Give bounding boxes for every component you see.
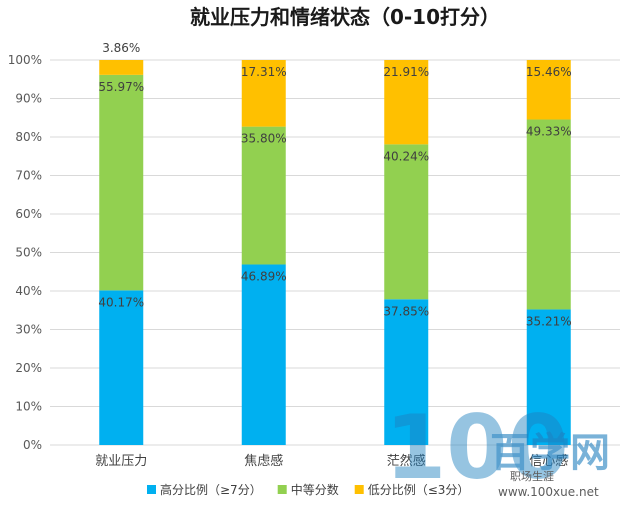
- category-label: 信心感: [529, 453, 568, 469]
- watermark-number: 100: [385, 396, 569, 499]
- watermark-logo: 100 百学网 职场生涯 www.100xue.net: [385, 396, 610, 499]
- legend-swatch: [147, 485, 156, 494]
- y-tick-label: 70%: [15, 169, 42, 183]
- data-label: 15.46%: [526, 65, 572, 79]
- bar-segment: [99, 290, 144, 445]
- data-label: 40.24%: [383, 149, 429, 163]
- y-tick-label: 90%: [15, 92, 42, 106]
- bar-segment: [241, 126, 286, 265]
- data-label: 3.86%: [102, 41, 140, 55]
- data-labels: 40.17% 55.97% 3.86% 46.89% 35.80% 17.31% 37.85…: [98, 41, 571, 328]
- bar-segment: [384, 299, 429, 445]
- data-label: 46.89%: [241, 269, 287, 283]
- data-label: 35.21%: [526, 314, 572, 328]
- y-tick-label: 30%: [15, 323, 42, 337]
- y-tick-label: 100%: [8, 53, 42, 67]
- y-tick-label: 20%: [15, 361, 42, 375]
- watermark-url: www.100xue.net: [498, 485, 599, 499]
- y-tick-label: 40%: [15, 284, 42, 298]
- legend-label: 中等分数: [291, 482, 339, 497]
- x-axis-categories: 就业压力 焦虑感 茫然感 信心感: [95, 453, 568, 469]
- data-label: 35.80%: [241, 132, 287, 146]
- data-label: 21.91%: [383, 65, 429, 79]
- data-label: 40.17%: [98, 295, 144, 309]
- data-label: 37.85%: [383, 304, 429, 318]
- category-label: 焦虑感: [244, 453, 283, 469]
- bar-segment: [526, 119, 571, 310]
- bar-segment: [526, 309, 571, 445]
- bar-segment: [526, 60, 571, 120]
- category-label: 就业压力: [95, 454, 147, 469]
- legend-swatch: [277, 485, 287, 494]
- y-tick-label: 80%: [15, 130, 42, 144]
- legend-swatch: [354, 485, 364, 494]
- y-tick-label: 50%: [15, 246, 42, 260]
- bar-segment: [99, 60, 144, 75]
- y-tick-label: 10%: [15, 400, 42, 414]
- chart-title: 就业压力和情绪状态（0-10打分）: [190, 5, 500, 29]
- bar-segment: [384, 60, 429, 145]
- data-label: 17.31%: [241, 65, 287, 79]
- gridlines: [50, 59, 620, 446]
- data-label: 55.97%: [98, 80, 144, 94]
- legend: 高分比例（≥7分） 中等分数 低分比例（≤3分）: [147, 482, 469, 497]
- bar-segment: [99, 74, 144, 291]
- watermark-caption: 职场生涯: [510, 469, 554, 483]
- watermark-brand: 百学网: [490, 430, 610, 476]
- bar-segment: [384, 144, 429, 300]
- y-axis-ticks: 0% 10% 20% 30% 40% 50% 60% 70% 80% 90% 100%: [8, 53, 42, 452]
- bar-segment: [241, 60, 286, 127]
- category-label: 茫然感: [387, 453, 426, 469]
- y-tick-label: 60%: [15, 207, 42, 221]
- legend-label: 低分比例（≤3分）: [368, 483, 470, 497]
- legend-label: 高分比例（≥7分）: [160, 482, 262, 497]
- bar-segment: [241, 264, 286, 445]
- data-label: 49.33%: [526, 125, 572, 139]
- bars: [99, 60, 571, 445]
- y-tick-label: 0%: [23, 438, 42, 452]
